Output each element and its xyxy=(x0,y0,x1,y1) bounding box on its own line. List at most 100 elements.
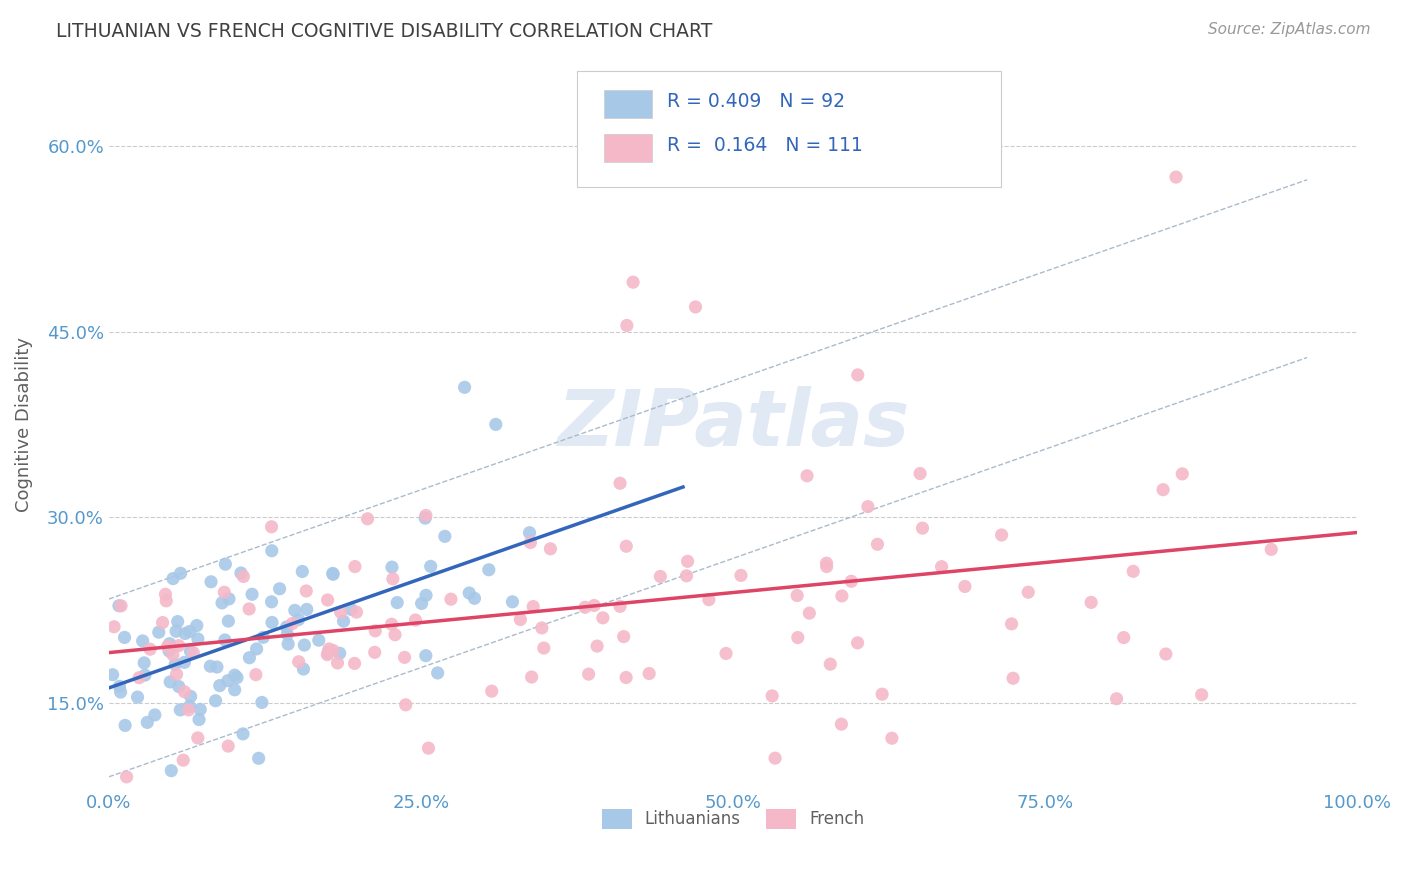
Point xyxy=(108,679,131,693)
Point xyxy=(763,751,786,765)
Point xyxy=(173,656,195,670)
Point xyxy=(214,633,236,648)
Point xyxy=(831,589,853,603)
Point xyxy=(167,639,190,653)
Point xyxy=(316,593,339,607)
Point xyxy=(415,588,437,602)
Point xyxy=(609,599,631,614)
Point xyxy=(908,467,931,481)
FancyBboxPatch shape xyxy=(605,90,652,118)
Point xyxy=(953,579,976,593)
Point xyxy=(183,646,205,660)
Point xyxy=(856,500,879,514)
Point xyxy=(156,640,179,654)
Point xyxy=(786,631,808,645)
Point xyxy=(530,621,553,635)
Point xyxy=(522,599,544,614)
Point xyxy=(134,668,156,682)
Point xyxy=(381,572,404,586)
Point xyxy=(295,602,318,616)
Point xyxy=(134,656,156,670)
Point xyxy=(292,662,315,676)
Point xyxy=(614,670,637,684)
Point xyxy=(155,594,177,608)
Point xyxy=(179,624,201,639)
Text: LITHUANIAN VS FRENCH COGNITIVE DISABILITY CORRELATION CHART: LITHUANIAN VS FRENCH COGNITIVE DISABILIT… xyxy=(56,22,713,41)
Point xyxy=(295,584,318,599)
Point xyxy=(187,731,209,745)
Point xyxy=(1000,616,1022,631)
Point xyxy=(166,667,188,681)
Point xyxy=(174,626,197,640)
Point xyxy=(101,667,124,681)
Point xyxy=(1171,467,1194,481)
Point xyxy=(260,543,283,558)
Point xyxy=(155,587,177,601)
Point xyxy=(329,646,352,660)
Point xyxy=(676,554,699,568)
Point xyxy=(613,630,636,644)
Point xyxy=(329,605,352,619)
Point xyxy=(381,617,404,632)
Point xyxy=(638,666,661,681)
Point xyxy=(148,625,170,640)
Point xyxy=(364,645,387,659)
Point xyxy=(846,636,869,650)
Point xyxy=(839,574,862,589)
Point xyxy=(232,569,254,583)
Point xyxy=(815,556,838,570)
FancyBboxPatch shape xyxy=(576,70,1001,187)
Point xyxy=(200,574,222,589)
Point xyxy=(217,739,239,753)
Point xyxy=(609,476,631,491)
Point xyxy=(322,566,344,581)
Point xyxy=(413,511,436,525)
Point xyxy=(110,685,132,699)
Point xyxy=(165,624,187,639)
Point xyxy=(538,541,561,556)
Point xyxy=(931,559,953,574)
Point xyxy=(1191,688,1213,702)
Point xyxy=(332,614,354,628)
Point xyxy=(730,568,752,582)
Point xyxy=(395,698,418,712)
Point xyxy=(276,627,298,641)
Point xyxy=(188,713,211,727)
Point xyxy=(179,644,201,658)
Point xyxy=(786,589,808,603)
Point xyxy=(162,648,184,662)
Point xyxy=(616,318,638,333)
Point xyxy=(343,657,366,671)
Point xyxy=(159,674,181,689)
Point xyxy=(128,671,150,685)
Point xyxy=(252,630,274,644)
Point xyxy=(356,512,378,526)
Point xyxy=(232,727,254,741)
Text: R =  0.164   N = 111: R = 0.164 N = 111 xyxy=(666,136,863,155)
Point xyxy=(650,569,672,583)
Point xyxy=(1164,170,1187,185)
Point xyxy=(343,559,366,574)
Point xyxy=(277,637,299,651)
Point xyxy=(110,599,132,613)
Point xyxy=(519,525,541,540)
Point xyxy=(173,685,195,699)
Point xyxy=(820,657,842,672)
Point xyxy=(685,300,707,314)
Point xyxy=(166,615,188,629)
Point xyxy=(830,717,852,731)
Point xyxy=(318,642,340,657)
Point xyxy=(177,703,200,717)
Point xyxy=(180,690,202,704)
Point xyxy=(1112,631,1135,645)
Point xyxy=(415,648,437,663)
Point xyxy=(583,599,606,613)
Point xyxy=(224,668,246,682)
Point xyxy=(211,596,233,610)
Point xyxy=(238,650,260,665)
Point xyxy=(205,660,228,674)
Point xyxy=(419,559,441,574)
Point xyxy=(533,641,555,656)
Point xyxy=(326,656,349,670)
Point xyxy=(453,380,475,394)
